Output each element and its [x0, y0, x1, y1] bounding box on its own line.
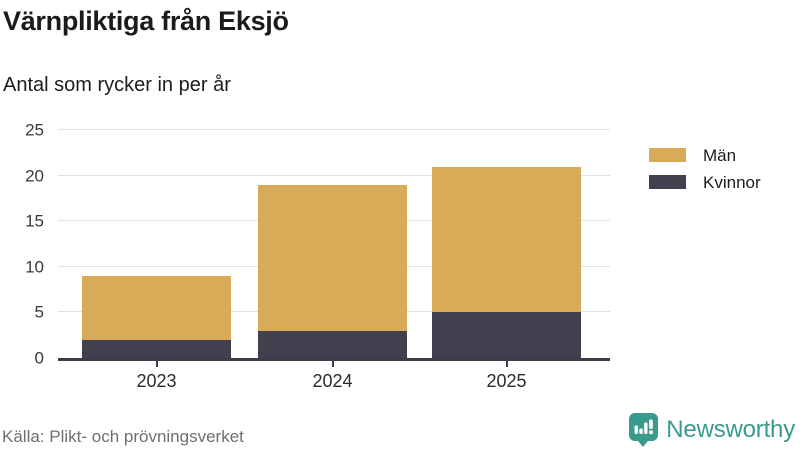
legend-label-kvinnor: Kvinnor: [703, 172, 761, 192]
newsworthy-logo: Newsworthy: [628, 412, 795, 448]
bar-2025-kvinnor: [432, 312, 581, 358]
y-tick-label-0: 0: [34, 348, 44, 368]
y-tick-label-5: 5: [34, 302, 44, 322]
bar-2024-man: [258, 184, 407, 331]
y-tick-label-10: 10: [25, 257, 44, 277]
plot-area: 2023 2024 2025: [58, 129, 610, 391]
legend-item-man: Män: [649, 145, 761, 165]
newsworthy-wordmark: Newsworthy: [666, 416, 795, 443]
speech-bubble-bar-chart-icon: [629, 413, 659, 447]
bar-2023-man: [82, 275, 231, 340]
legend-label-man: Män: [703, 145, 737, 165]
legend: Män Kvinnor: [649, 145, 761, 202]
x-tick-label-2025: 2025: [486, 371, 527, 391]
legend-swatch-kvinnor: [649, 175, 686, 189]
bar-2024-kvinnor: [258, 330, 407, 358]
chart-title: Värnpliktiga från Eksjö: [3, 6, 289, 36]
y-tick-label-25: 25: [25, 120, 44, 140]
y-axis-labels: 0 5 10 15 20 25: [0, 122, 44, 367]
x-axis-line: [58, 358, 610, 361]
x-tick-2025: [505, 361, 508, 367]
x-tick-2023: [155, 361, 158, 367]
bar-2025-man: [432, 166, 581, 313]
x-tick-label-2023: 2023: [136, 371, 177, 391]
bar-2023-kvinnor: [82, 339, 231, 358]
legend-item-kvinnor: Kvinnor: [649, 172, 761, 192]
chart-subtitle: Antal som rycker in per år: [3, 74, 231, 96]
legend-swatch-man: [649, 148, 686, 162]
gridline-y25: [58, 129, 610, 130]
x-tick-2024: [331, 361, 334, 367]
x-tick-label-2024: 2024: [312, 371, 353, 391]
y-tick-label-15: 15: [25, 211, 44, 231]
gridline-y20: [58, 174, 610, 176]
y-tick-label-20: 20: [25, 166, 44, 186]
source-credit: Källa: Plikt- och prövningsverket: [2, 427, 244, 446]
